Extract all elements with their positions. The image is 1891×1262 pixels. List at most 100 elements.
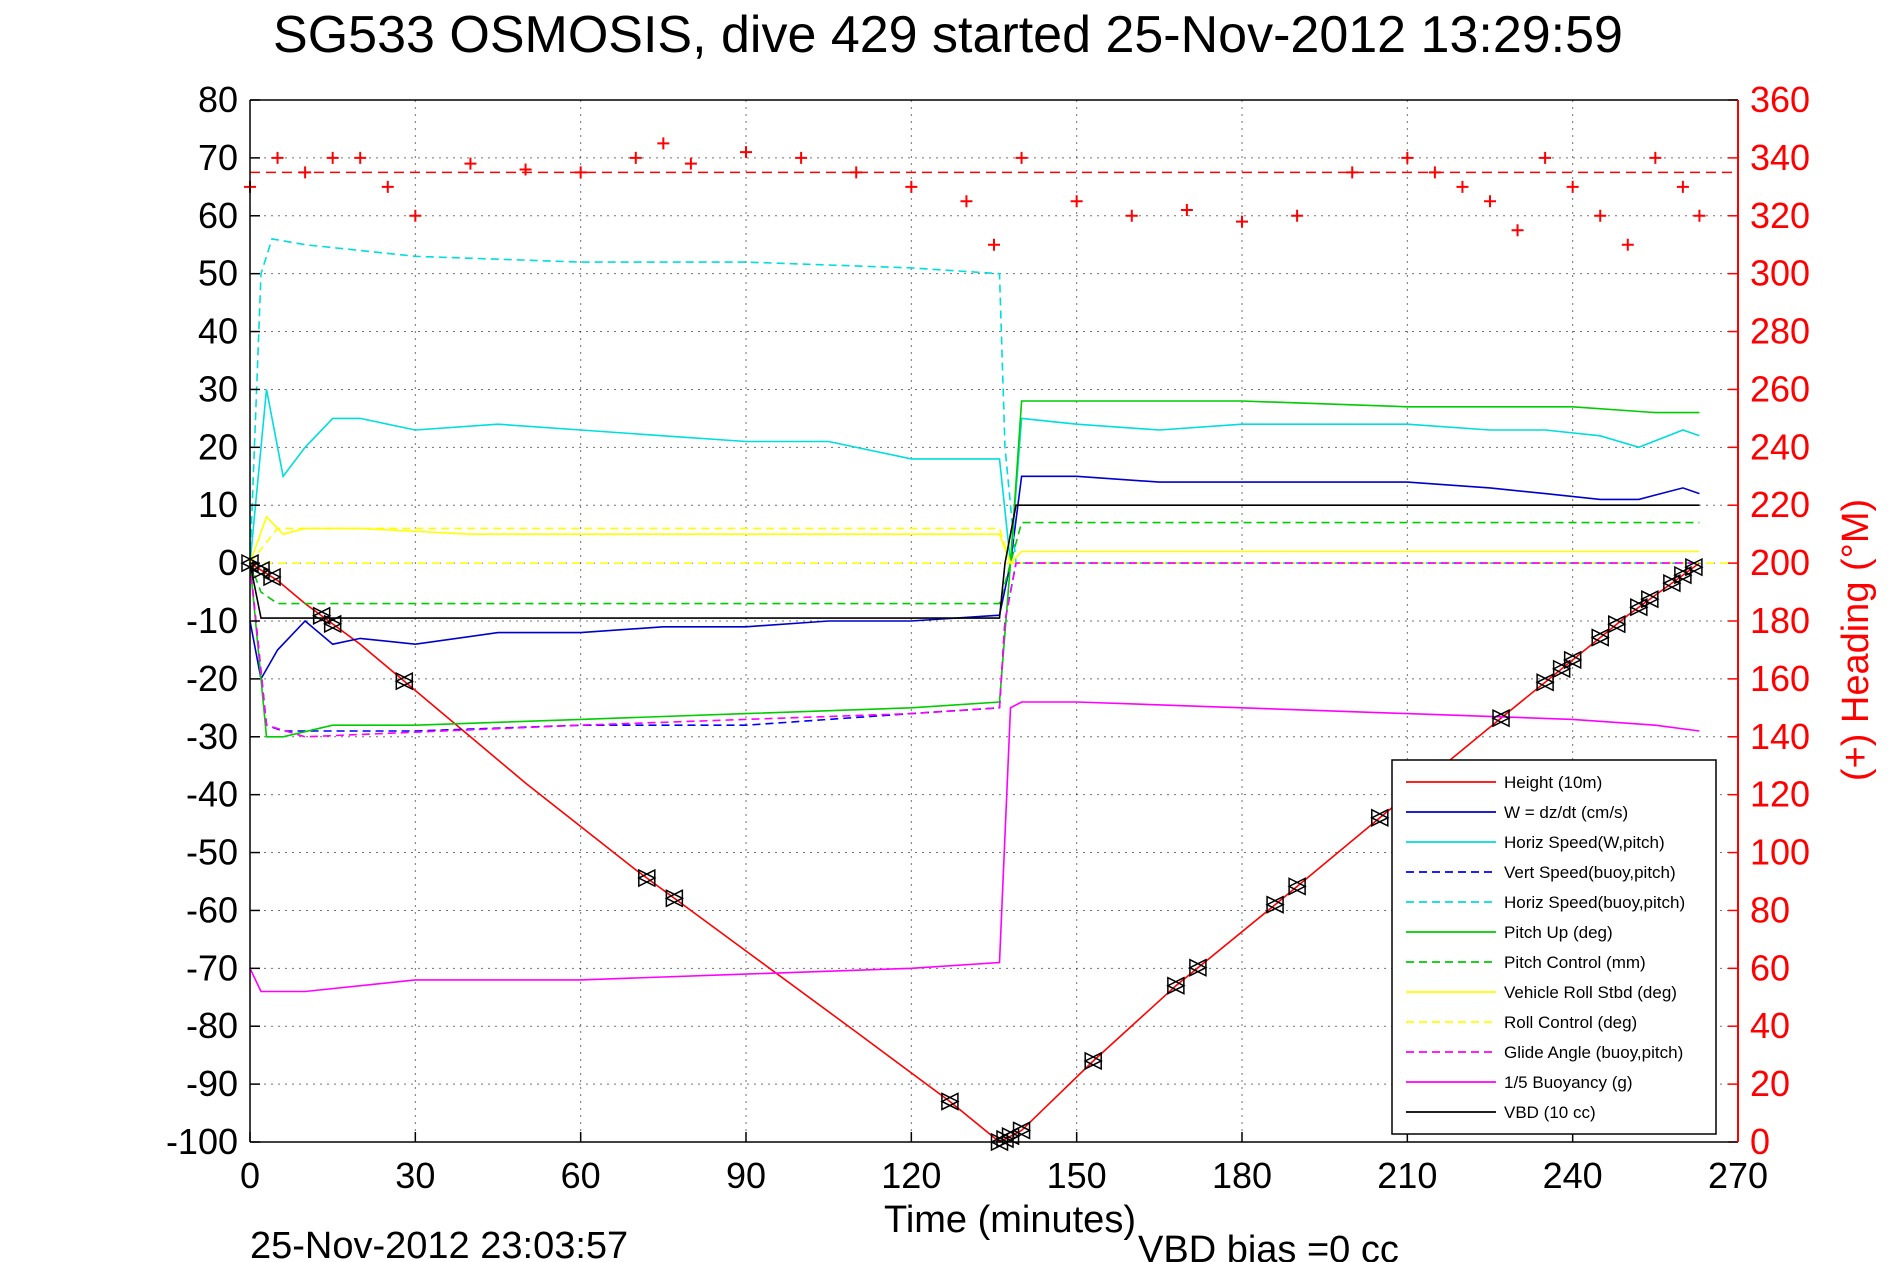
heading-point bbox=[1649, 151, 1662, 164]
heading-point bbox=[960, 195, 973, 208]
heading-point bbox=[1346, 166, 1359, 179]
footer-timestamp: 25-Nov-2012 23:03:57 bbox=[250, 1225, 628, 1262]
y-tick-label-left: -50 bbox=[186, 832, 238, 873]
series-line-6 bbox=[249, 521, 1700, 605]
y-tick-label-left: 30 bbox=[198, 368, 238, 409]
x-tick-label: 180 bbox=[1212, 1155, 1272, 1196]
heading-point bbox=[326, 151, 339, 164]
y-tick-label-left: 20 bbox=[198, 426, 238, 467]
y-tick-label-right: 240 bbox=[1750, 426, 1810, 467]
heading-point bbox=[1484, 195, 1496, 208]
heading-point bbox=[1125, 209, 1138, 222]
y-tick-label-right: 340 bbox=[1750, 137, 1810, 178]
legend-entry: Horiz Speed(buoy,pitch) bbox=[1504, 893, 1685, 912]
heading-point bbox=[574, 166, 587, 179]
waypoint-triangle bbox=[1011, 1121, 1031, 1140]
series-line-9 bbox=[249, 562, 1700, 738]
heading-point bbox=[1594, 209, 1607, 222]
x-tick-label: 120 bbox=[881, 1155, 941, 1196]
waypoint-triangle bbox=[322, 614, 342, 634]
y-tick-label-left: -10 bbox=[186, 600, 238, 641]
heading-point bbox=[740, 146, 752, 159]
waypoint-triangle bbox=[664, 889, 684, 908]
y-tick-label-left: 10 bbox=[198, 484, 238, 525]
y-tick-label-left: 50 bbox=[198, 253, 238, 294]
heading-point bbox=[1693, 209, 1706, 222]
y-tick-label-left: -60 bbox=[186, 889, 238, 930]
y-tick-label-right: 320 bbox=[1750, 195, 1810, 236]
series-line-7 bbox=[249, 515, 1700, 565]
series-line-4 bbox=[249, 237, 1700, 564]
axes-layer: 0 30 60 90 120 150 180 210 240 270 80 70 60 50 40 30 20 1… bbox=[166, 79, 1810, 1196]
heading-point bbox=[1236, 215, 1248, 228]
legend-entry: VBD (10 cc) bbox=[1504, 1103, 1596, 1122]
y-tick-label-right: 60 bbox=[1750, 947, 1790, 988]
heading-point bbox=[464, 157, 477, 170]
heading-point bbox=[381, 180, 394, 193]
heading-point bbox=[629, 151, 642, 164]
legend-entry: Height (10m) bbox=[1504, 773, 1602, 792]
heading-point bbox=[1428, 166, 1441, 179]
waypoint-triangle bbox=[1640, 589, 1659, 609]
waypoint-triangle bbox=[1535, 673, 1554, 692]
heading-point bbox=[1621, 238, 1634, 251]
y-tick-label-right: 160 bbox=[1750, 658, 1810, 699]
heading-point bbox=[354, 151, 367, 164]
y-tick-label-left: 0 bbox=[218, 542, 238, 583]
waypoint-triangle bbox=[1629, 597, 1648, 617]
waypoint-triangle bbox=[1607, 614, 1626, 634]
right-axis-label: (+) Heading (°M) bbox=[1835, 499, 1877, 781]
heading-point bbox=[519, 163, 532, 176]
x-tick-label: 0 bbox=[240, 1155, 260, 1196]
y-tick-label-right: 180 bbox=[1750, 600, 1810, 641]
heading-point bbox=[1511, 224, 1524, 237]
y-tick-label-left: 40 bbox=[198, 311, 238, 352]
y-tick-label-right: 100 bbox=[1750, 832, 1810, 873]
legend-entry: Pitch Up (deg) bbox=[1504, 923, 1613, 942]
heading-point bbox=[1539, 151, 1552, 164]
waypoint-triangle bbox=[1083, 1051, 1102, 1071]
y-tick-label-left: -40 bbox=[186, 774, 238, 815]
waypoint-triangle bbox=[1188, 958, 1207, 977]
heading-point bbox=[1401, 151, 1414, 164]
y-tick-label-right: 360 bbox=[1750, 79, 1810, 120]
heading-point bbox=[850, 166, 863, 179]
legend: Height (10m) W = dz/dt (cm/s) Horiz Speed(… bbox=[1391, 759, 1717, 1135]
waypoint-triangle bbox=[1673, 565, 1692, 585]
legend-entry: Vehicle Roll Stbd (deg) bbox=[1504, 983, 1677, 1002]
heading-point bbox=[1070, 195, 1083, 208]
y-tick-label-right: 20 bbox=[1750, 1063, 1790, 1104]
y-tick-label-left: -70 bbox=[186, 947, 238, 988]
legend-entry: 1/5 Buoyancy (g) bbox=[1504, 1073, 1633, 1092]
x-tick-label: 30 bbox=[395, 1155, 435, 1196]
waypoint-triangle bbox=[311, 606, 331, 626]
heading-point bbox=[409, 209, 422, 222]
legend-entry: Glide Angle (buoy,pitch) bbox=[1504, 1043, 1683, 1062]
legend-entry: Roll Control (deg) bbox=[1504, 1013, 1637, 1032]
y-tick-label-right: 300 bbox=[1750, 253, 1810, 294]
chart-title: SG533 OSMOSIS, dive 429 started 25-Nov-2… bbox=[273, 6, 1623, 64]
waypoint-triangle bbox=[262, 567, 281, 587]
y-tick-label-left: -20 bbox=[186, 658, 238, 699]
x-tick-label: 270 bbox=[1708, 1155, 1768, 1196]
grid bbox=[250, 100, 1738, 1142]
series-line-2 bbox=[249, 389, 1700, 564]
series-line-0 bbox=[249, 562, 1700, 1143]
waypoint-triangle bbox=[251, 560, 270, 580]
heading-point bbox=[905, 180, 918, 193]
y-tick-label-left: -100 bbox=[166, 1121, 238, 1162]
y-tick-label-left: 70 bbox=[198, 137, 238, 178]
waypoint-triangle bbox=[1370, 808, 1389, 828]
x-tick-label: 90 bbox=[726, 1155, 766, 1196]
y-tick-label-left: -90 bbox=[186, 1063, 238, 1104]
y-tick-label-left: 60 bbox=[198, 195, 238, 236]
waypoint-triangle bbox=[1491, 708, 1510, 728]
waypoint-triangle bbox=[1265, 895, 1284, 914]
y-tick-label-right: 220 bbox=[1750, 484, 1810, 525]
legend-entry: Vert Speed(buoy,pitch) bbox=[1504, 863, 1676, 882]
waypoint-triangle bbox=[394, 671, 414, 691]
waypoint-triangle bbox=[637, 868, 656, 888]
y-tick-label-right: 260 bbox=[1750, 368, 1810, 409]
x-tick-label: 210 bbox=[1377, 1155, 1437, 1196]
y-tick-label-right: 120 bbox=[1750, 774, 1810, 815]
